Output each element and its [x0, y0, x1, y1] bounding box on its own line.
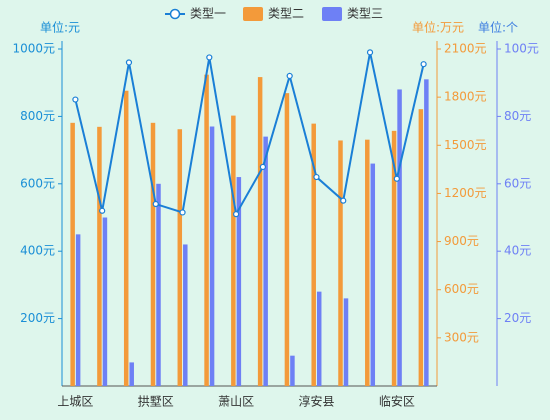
bar [150, 122, 156, 387]
y-tick-label: 800元 [20, 109, 55, 123]
y-tick-label: 60元 [504, 176, 531, 190]
legend-icon [169, 8, 181, 20]
bar [418, 109, 424, 386]
bar [284, 93, 290, 386]
y-tick-label: 300元 [444, 330, 479, 344]
point [313, 173, 320, 181]
bar [129, 362, 134, 386]
bar [177, 129, 183, 386]
legend-icon [243, 7, 263, 21]
point [206, 54, 213, 61]
point [393, 175, 400, 182]
y-tick-label: 80元 [504, 109, 531, 123]
y-tick-label: 20元 [504, 311, 531, 325]
bar [70, 122, 75, 387]
legend-label: 类型二 [268, 7, 304, 21]
bar [290, 355, 295, 386]
point [125, 59, 133, 66]
legend-label: 类型三 [347, 7, 383, 21]
point [72, 96, 79, 103]
y-tick-label: 1800元 [444, 90, 487, 104]
point [340, 197, 347, 204]
bar [257, 77, 263, 386]
y3-axis-title: 单位:个 [478, 20, 518, 35]
bar [343, 298, 349, 386]
point [259, 163, 266, 171]
x-tick-label: 淳安县 [298, 394, 334, 409]
bar [316, 291, 322, 386]
y-tick-label: 100元 [504, 42, 539, 56]
point [179, 209, 186, 216]
y-tick-label: 1200元 [444, 186, 487, 200]
x-tick-label: 临安区 [379, 394, 415, 409]
y-tick-label: 600元 [444, 282, 479, 296]
point [233, 211, 240, 218]
bar [370, 163, 376, 386]
bar [236, 177, 242, 386]
y-tick-label: 40元 [504, 244, 531, 258]
point [152, 200, 159, 208]
y-axis-title: 单位:元 [40, 20, 80, 35]
legend-icon [322, 7, 342, 21]
bar [391, 130, 397, 386]
y-tick-label: 1000元 [12, 42, 55, 56]
bar [231, 115, 236, 386]
bar [97, 126, 102, 386]
bar [204, 74, 209, 386]
point [420, 61, 427, 68]
bar [102, 217, 108, 386]
legend-label: 类型一 [190, 7, 226, 21]
x-tick-label: 上城区 [57, 395, 93, 409]
y-tick-label: 2100元 [444, 42, 487, 56]
bar [365, 139, 370, 386]
y-tick-label: 600元 [20, 176, 55, 190]
y2-axis-title: 单位:万元 [412, 20, 464, 35]
point [366, 49, 374, 56]
y-tick-label: 900元 [444, 234, 479, 248]
point [99, 207, 106, 214]
bar [263, 136, 268, 386]
line [74, 52, 425, 218]
bar [123, 90, 129, 386]
bar [209, 126, 215, 386]
bar [424, 79, 429, 386]
y-tick-label: 1500元 [444, 138, 487, 152]
bar [397, 89, 402, 386]
x-tick-label: 拱墅区 [138, 395, 174, 409]
bar [311, 123, 316, 386]
bar [156, 183, 161, 386]
y-tick-label: 200元 [20, 311, 55, 325]
x-tick-label: 萧山区 [218, 395, 254, 409]
bar [338, 140, 343, 386]
point [286, 72, 293, 80]
bar [183, 244, 188, 386]
y-tick-label: 400元 [20, 244, 55, 258]
bar [75, 234, 81, 386]
